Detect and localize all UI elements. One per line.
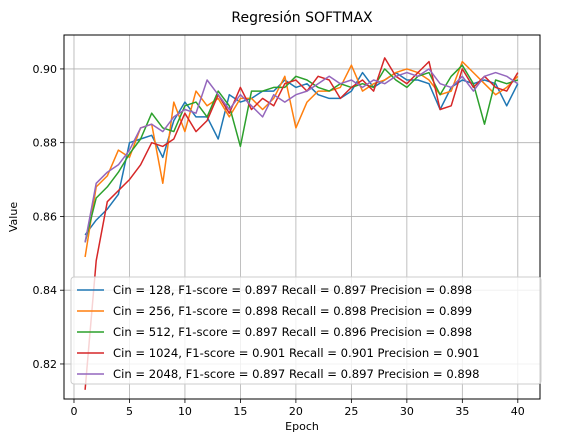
y-axis-label: Value	[7, 202, 20, 232]
series-lines	[84, 57, 519, 390]
x-tick-label: 35	[455, 405, 469, 418]
axis-ticks: 0 5 10 15 20 25 30 35 40 0.82 0.84 0.86 0.88 0.90	[33, 63, 525, 418]
x-tick-label: 30	[400, 405, 414, 418]
legend-entry-label: Cin = 512, F1-score = 0.897 Recall = 0.8…	[113, 325, 472, 339]
x-tick-label: 5	[126, 405, 133, 418]
x-tick-label: 0	[70, 405, 77, 418]
series-line-2	[84, 60, 519, 258]
x-tick-label: 10	[178, 405, 192, 418]
x-tick-label: 40	[511, 405, 525, 418]
y-tick-label: 0.88	[33, 137, 58, 150]
series-line-5	[84, 68, 519, 243]
legend-box	[70, 276, 542, 385]
x-tick-label: 15	[233, 405, 247, 418]
legend-entry-label: Cin = 256, F1-score = 0.898 Recall = 0.8…	[113, 304, 472, 318]
y-tick-label: 0.86	[33, 210, 58, 223]
plot-area-frame	[63, 34, 541, 400]
legend-entry-label: Cin = 1024, F1-score = 0.901 Recall = 0.…	[113, 346, 480, 360]
x-tick-label: 25	[344, 405, 358, 418]
y-tick-label: 0.82	[33, 358, 58, 371]
legend-entry-label: Cin = 128, F1-score = 0.897 Recall = 0.8…	[113, 283, 472, 297]
y-tick-label: 0.84	[33, 284, 58, 297]
x-axis-label: Epoch	[285, 420, 319, 433]
x-tick-label: 20	[289, 405, 303, 418]
legend: Cin = 128, F1-score = 0.897 Recall = 0.8…	[70, 276, 542, 385]
y-tick-label: 0.90	[33, 63, 58, 76]
series-line-4	[84, 57, 519, 390]
chart-title: Regresión SOFTMAX	[231, 10, 373, 26]
legend-entry-label: Cin = 2048, F1-score = 0.897 Recall = 0.…	[113, 367, 480, 381]
